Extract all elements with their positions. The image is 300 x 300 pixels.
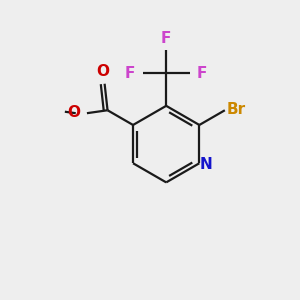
Text: F: F	[125, 66, 135, 81]
Text: O: O	[97, 64, 110, 79]
Text: N: N	[200, 157, 212, 172]
Text: F: F	[161, 32, 171, 46]
Text: F: F	[197, 66, 208, 81]
Text: O: O	[68, 105, 80, 120]
Text: Br: Br	[226, 102, 245, 117]
